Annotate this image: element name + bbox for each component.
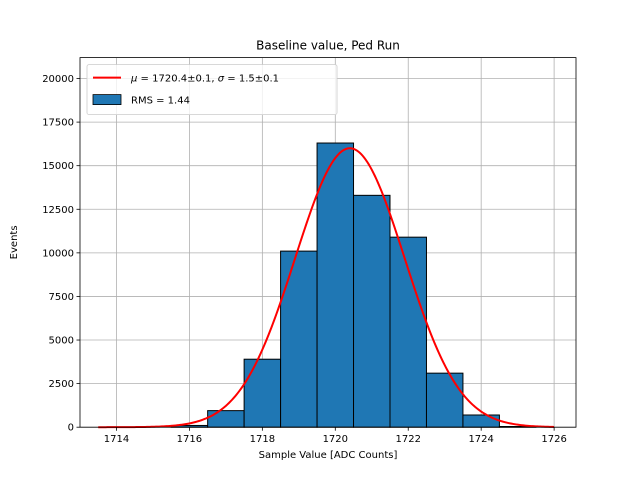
histogram-bar (425, 372, 464, 428)
x-tick-label: 1722 (396, 434, 421, 445)
legend-fit-eq2: = (224, 74, 239, 85)
x-tick-label: 1716 (177, 434, 202, 445)
y-tick-label: 0 (68, 423, 74, 434)
x-axis-ticks: 1714 1716 1718 1720 1722 1724 1726 (104, 427, 567, 445)
legend-fit-mu-value: 1720.4±0.1 (152, 74, 211, 85)
legend-fit-mu: μ (130, 74, 137, 85)
x-tick-label: 1718 (250, 434, 275, 445)
histogram-bar (462, 414, 500, 428)
y-tick-label: 2500 (49, 379, 74, 390)
x-tick-label: 1724 (468, 434, 493, 445)
x-tick-label: 1720 (323, 434, 348, 445)
histogram-bar (280, 250, 318, 428)
y-tick-label: 12500 (42, 205, 74, 216)
x-tick-label: 1726 (541, 434, 566, 445)
legend-box (86, 64, 338, 115)
x-tick-label: 1714 (104, 434, 129, 445)
y-tick-label: 20000 (42, 74, 74, 85)
fit-curve-layer (98, 147, 555, 429)
legend-fit-sep: , (211, 74, 217, 85)
y-tick-label: 5000 (49, 336, 74, 347)
histogram-bar (207, 410, 245, 428)
y-tick-label: 10000 (42, 248, 74, 259)
x-axis-label: Sample Value [ADC Counts] (259, 450, 398, 461)
y-tick-label: 15000 (42, 161, 74, 172)
y-tick-label: 17500 (42, 118, 74, 129)
histogram-bar (389, 236, 427, 428)
histogram-bar (353, 194, 391, 428)
legend-fit-eq1: = (137, 74, 152, 85)
y-tick-label: 7500 (49, 292, 74, 303)
chart-title: Baseline value, Ped Run (256, 39, 400, 53)
legend-fit-sigma-value: 1.5±0.1 (239, 74, 279, 85)
histogram-bars (170, 142, 537, 428)
legend-fit-label: μ = 1720.4±0.1, σ = 1.5±0.1 (130, 74, 279, 85)
legend-histogram-label: RMS = 1.44 (131, 96, 190, 107)
plot-frame (79, 57, 577, 428)
histogram-bar (243, 358, 282, 428)
legend-fit-sigma: σ (218, 74, 225, 85)
legend: μ = 1720.4±0.1, σ = 1.5±0.1 RMS = 1.44 (86, 64, 338, 115)
histogram-bar (316, 142, 355, 428)
legend-histogram-swatch (92, 94, 122, 105)
y-axis-ticks: 0 2500 5000 7500 10000 12500 15000 17500 20000 (42, 74, 80, 434)
fit-curve (98, 147, 555, 429)
y-axis-label: Events (9, 225, 20, 259)
